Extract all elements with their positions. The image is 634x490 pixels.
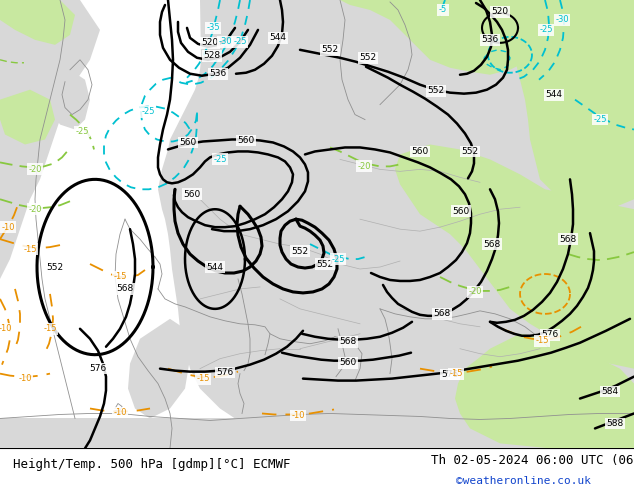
Text: 560: 560	[411, 147, 429, 156]
Polygon shape	[233, 279, 270, 374]
Text: -10: -10	[0, 324, 12, 333]
Polygon shape	[0, 90, 55, 145]
Polygon shape	[0, 0, 75, 45]
Text: -10: -10	[18, 374, 32, 383]
Text: 576: 576	[441, 370, 458, 379]
Text: 560: 560	[237, 136, 255, 145]
Text: 544: 544	[269, 33, 287, 42]
Text: Th 02-05-2024 06:00 UTC (06+24): Th 02-05-2024 06:00 UTC (06+24)	[431, 454, 634, 466]
Text: -25: -25	[331, 254, 345, 264]
Text: 560: 560	[179, 138, 197, 147]
Polygon shape	[0, 418, 634, 448]
Text: -20: -20	[29, 165, 42, 174]
Text: ©weatheronline.co.uk: ©weatheronline.co.uk	[456, 476, 592, 486]
Text: 536: 536	[209, 69, 226, 78]
Text: -15: -15	[197, 374, 210, 383]
Text: -10: -10	[1, 222, 15, 232]
Text: 560: 560	[183, 190, 200, 199]
Text: -15: -15	[43, 324, 57, 333]
Text: -20: -20	[29, 205, 42, 214]
Text: 576: 576	[541, 330, 559, 339]
Text: Height/Temp. 500 hPa [gdmp][°C] ECMWF: Height/Temp. 500 hPa [gdmp][°C] ECMWF	[13, 458, 290, 471]
Text: -25: -25	[213, 155, 227, 164]
Text: 552: 552	[321, 45, 339, 54]
Text: 544: 544	[545, 90, 562, 99]
Text: 520: 520	[202, 38, 219, 48]
Text: 544: 544	[207, 263, 224, 271]
Text: 584: 584	[602, 387, 619, 396]
Text: -15: -15	[23, 245, 37, 254]
Polygon shape	[128, 319, 190, 418]
Text: -5: -5	[439, 5, 447, 15]
Text: 552: 552	[292, 246, 309, 256]
Text: 552: 552	[359, 53, 377, 62]
Text: 568: 568	[483, 240, 501, 248]
Text: -10: -10	[291, 411, 305, 420]
Polygon shape	[48, 70, 90, 129]
Text: 552: 552	[462, 147, 479, 156]
Text: 560: 560	[339, 358, 356, 367]
Polygon shape	[340, 0, 420, 120]
Polygon shape	[480, 339, 620, 414]
Text: 576: 576	[89, 364, 107, 373]
Text: 568: 568	[117, 284, 134, 294]
Text: -35: -35	[206, 24, 220, 32]
Text: 552: 552	[427, 86, 444, 95]
Text: 552: 552	[46, 263, 63, 271]
Text: -20: -20	[469, 288, 482, 296]
Polygon shape	[0, 0, 100, 279]
Polygon shape	[455, 334, 634, 448]
Text: 536: 536	[481, 35, 498, 45]
Text: -10: -10	[113, 408, 127, 417]
Text: 568: 568	[339, 337, 356, 346]
Text: 560: 560	[453, 207, 470, 216]
Text: -25: -25	[75, 127, 89, 136]
Text: -15: -15	[535, 336, 549, 345]
Text: -20: -20	[357, 162, 371, 171]
Text: -30: -30	[218, 37, 232, 47]
Text: 528: 528	[204, 51, 221, 60]
Text: 576: 576	[216, 368, 233, 377]
Polygon shape	[395, 145, 634, 368]
Polygon shape	[328, 309, 368, 368]
Text: 520: 520	[491, 7, 508, 17]
Polygon shape	[340, 0, 540, 75]
Text: -25: -25	[233, 37, 247, 47]
Text: 588: 588	[606, 419, 624, 428]
Text: 568: 568	[559, 235, 577, 244]
Polygon shape	[480, 0, 634, 209]
Text: -25: -25	[540, 25, 553, 34]
Text: 568: 568	[434, 309, 451, 318]
Text: 552: 552	[316, 260, 333, 269]
Text: -30: -30	[555, 15, 569, 24]
Text: -15: -15	[113, 272, 127, 281]
Polygon shape	[158, 0, 634, 448]
Text: -25: -25	[593, 115, 607, 124]
Text: -15: -15	[450, 369, 463, 378]
Text: -25: -25	[141, 107, 155, 116]
